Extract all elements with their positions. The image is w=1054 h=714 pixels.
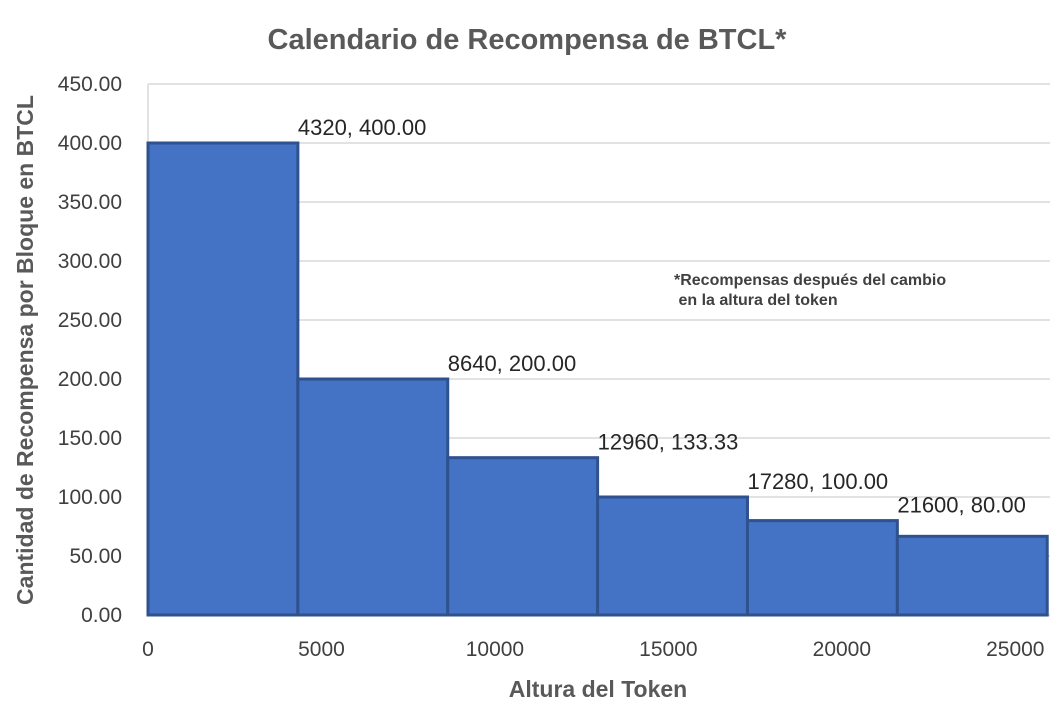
- data-labels: 4320, 400.00 8640, 200.00 12960, 133.33 172…: [298, 115, 1026, 518]
- x-axis-label: Altura del Token: [508, 676, 688, 702]
- data-label: 8640, 200.00: [448, 351, 576, 376]
- bar: [745, 519, 899, 617]
- y-tick-label: 400.00: [58, 132, 122, 155]
- bar: [446, 456, 600, 617]
- y-tick-label: 50.00: [69, 545, 122, 568]
- y-tick-label: 250.00: [58, 309, 122, 332]
- y-axis-ticks: 0.00 50.00 100.00 150.00 200.00 250.00 300.00 3…: [58, 73, 122, 627]
- data-label: 21600, 80.00: [897, 493, 1025, 518]
- y-tick-label: 200.00: [58, 368, 122, 391]
- bar: [596, 495, 749, 617]
- bar: [146, 141, 300, 617]
- y-tick-label: 0.00: [81, 604, 122, 627]
- x-tick-label: 15000: [639, 638, 697, 661]
- x-tick-label: 25000: [986, 638, 1044, 661]
- bar: [296, 377, 450, 617]
- chart-annotation: *Recompensas después del cambio en la al…: [674, 272, 947, 309]
- y-tick-label: 300.00: [58, 250, 122, 273]
- bar: [895, 534, 1049, 617]
- y-tick-label: 350.00: [58, 191, 122, 214]
- x-tick-label: 20000: [813, 638, 871, 661]
- x-tick-label: 10000: [466, 638, 524, 661]
- x-tick-label: 5000: [298, 638, 345, 661]
- y-axis-label: Cantidad de Recompensa por Bloque en BTC…: [12, 95, 38, 605]
- data-label: 4320, 400.00: [298, 115, 426, 140]
- y-tick-label: 450.00: [58, 73, 122, 96]
- chart-title: Calendario de Recompensa de BTCL*: [267, 24, 787, 56]
- x-tick-label: 0: [142, 638, 154, 661]
- data-label: 12960, 133.33: [598, 430, 739, 455]
- y-tick-label: 100.00: [58, 486, 122, 509]
- x-axis-ticks: 0 5000 10000 15000 20000 25000: [142, 638, 1044, 661]
- bars: [146, 141, 1049, 617]
- y-tick-label: 150.00: [58, 427, 122, 450]
- data-label: 17280, 100.00: [747, 469, 888, 494]
